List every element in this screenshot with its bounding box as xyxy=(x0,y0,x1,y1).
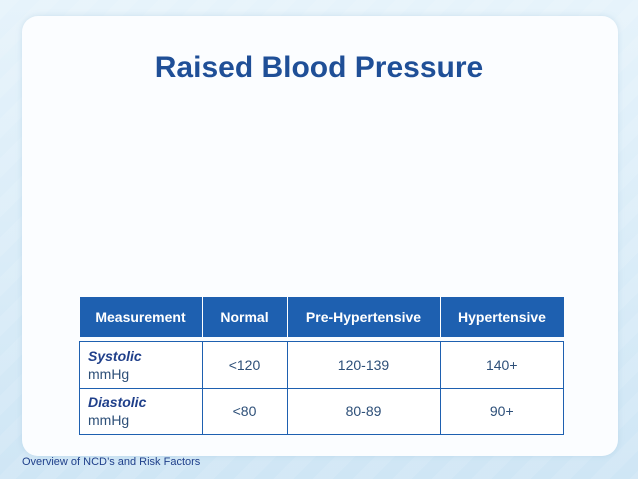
cell-normal: <120 xyxy=(202,341,288,389)
cell-measurement: Diastolic mmHg xyxy=(79,388,203,435)
slide-footer: Overview of NCD’s and Risk Factors xyxy=(22,456,201,468)
cell-pre-hypertensive: 120-139 xyxy=(287,341,441,389)
cell-hypertensive: 140+ xyxy=(440,341,564,389)
cell-pre-hypertensive: 80-89 xyxy=(287,388,441,435)
measurement-unit: mmHg xyxy=(88,365,130,382)
measurement-name: Systolic xyxy=(88,347,142,364)
table-row: Systolic mmHg <120 120-139 140+ xyxy=(79,341,564,389)
measurement-name: Diastolic xyxy=(88,394,147,411)
table-header-row: Measurement Normal Pre-Hypertensive Hype… xyxy=(79,297,564,337)
table-row: Diastolic mmHg <80 80-89 90+ xyxy=(79,388,564,435)
slide-title: Raised Blood Pressure xyxy=(154,51,484,84)
measurement-unit: mmHg xyxy=(88,412,130,429)
table-spacer xyxy=(79,337,564,342)
cell-measurement: Systolic mmHg xyxy=(79,341,203,389)
header-measurement: Measurement xyxy=(79,297,203,337)
header-pre-hypertensive: Pre-Hypertensive xyxy=(287,297,441,337)
cell-normal: <80 xyxy=(202,388,288,435)
header-hypertensive: Hypertensive xyxy=(440,297,564,337)
header-normal: Normal xyxy=(202,297,288,337)
cell-hypertensive: 90+ xyxy=(440,388,564,435)
blood-pressure-table: Measurement Normal Pre-Hypertensive Hype… xyxy=(79,297,564,435)
